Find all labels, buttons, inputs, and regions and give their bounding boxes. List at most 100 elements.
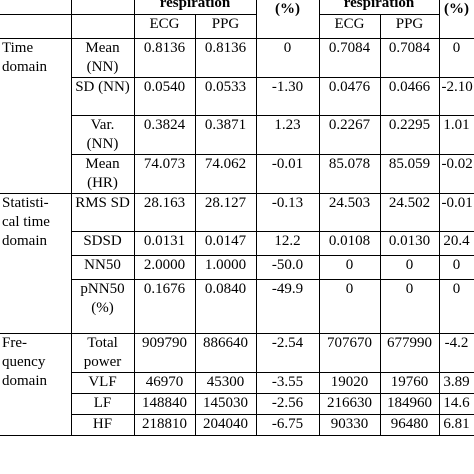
metric-label: RMS SD	[70, 193, 135, 232]
table-row: SD (NN) 0.0540 0.0533 -1.30 0.0476 0.046…	[0, 77, 474, 116]
table-row: SDSD 0.0131 0.0147 12.2 0.0108 0.0130 20…	[0, 231, 474, 256]
cell-value: -2.10	[438, 77, 474, 116]
cell-value: 24.503	[318, 193, 381, 232]
cell-value: -1.30	[255, 77, 320, 116]
cell-value: 707670	[318, 333, 381, 373]
group-time-domain: Time domain	[0, 38, 72, 194]
cell-value: 0.0147	[194, 231, 257, 256]
cell-value: 46970	[133, 372, 196, 394]
cell-value: 19020	[318, 372, 381, 394]
cell-value: -0.01	[438, 193, 474, 232]
header-row-2: ECG PPG ECG PPG	[0, 14, 474, 39]
table-row: Time domain Mean (NN) 0.8136 0.8136 0 0.…	[0, 38, 474, 194]
cell-value: 0.0533	[194, 77, 257, 116]
cell-value: 14.6	[438, 393, 474, 415]
cell-value: 0.2267	[318, 115, 381, 155]
cell-value: 96480	[379, 414, 440, 436]
cell-value: 0	[438, 255, 474, 280]
cell-value: 0.0108	[318, 231, 381, 256]
cell-value: 0.0130	[379, 231, 440, 256]
header-row-1: respiration (%) respiration (%)	[0, 0, 474, 39]
cell-value: -2.56	[255, 393, 320, 415]
cell-value: 0	[438, 279, 474, 334]
metric-label: Total power	[70, 333, 135, 373]
cell-value: 74.062	[194, 154, 257, 194]
cell-value: 1.01	[438, 115, 474, 155]
cell-value: 1.23	[255, 115, 320, 155]
cell-value: -4.2	[438, 333, 474, 373]
cell-value: 0.8136	[194, 38, 257, 78]
cell-value: 24.502	[379, 193, 440, 232]
ppg2-header: PPG	[379, 14, 440, 39]
cell-value: 677990	[379, 333, 440, 373]
cell-value: 0	[379, 255, 440, 280]
cell-value: 0.8136	[133, 38, 196, 78]
cell-value: 90330	[318, 414, 381, 436]
cell-value: 0.0466	[379, 77, 440, 116]
cell-value: -0.13	[255, 193, 320, 232]
cell-value: 85.059	[379, 154, 440, 194]
metric-label: NN50	[70, 255, 135, 280]
cell-value: -0.01	[255, 154, 320, 194]
cell-value: 0.3871	[194, 115, 257, 155]
table-row: LF 148840 145030 -2.56 216630 184960 14.…	[0, 393, 474, 415]
cell-value: 85.078	[318, 154, 381, 194]
table-row: Mean (HR) 74.073 74.062 -0.01 85.078 85.…	[0, 154, 474, 194]
cell-value: -49.9	[255, 279, 320, 334]
cell-value: 0	[255, 38, 320, 78]
cell-value: 0.7084	[379, 38, 440, 78]
cell-value: 0.3824	[133, 115, 196, 155]
cell-value: 145030	[194, 393, 257, 415]
cell-value: 1.0000	[194, 255, 257, 280]
cell-value: 0.7084	[318, 38, 381, 78]
cell-value: 6.81	[438, 414, 474, 436]
cell-value: 45300	[194, 372, 257, 394]
hrv-comparison-table: respiration (%) respiration (%) ECG PPG …	[0, 0, 474, 436]
cell-value: 19760	[379, 372, 440, 394]
cell-value: 204040	[194, 414, 257, 436]
cell-value: 0.2295	[379, 115, 440, 155]
group-frequency-domain: Fre- quency domain	[0, 333, 72, 436]
cell-value: 0.0840	[194, 279, 257, 334]
cell-value: 0.0131	[133, 231, 196, 256]
table-row: Var. (NN) 0.3824 0.3871 1.23 0.2267 0.22…	[0, 115, 474, 155]
metric-label: Mean (NN)	[70, 38, 135, 78]
cell-value: 0	[318, 279, 381, 334]
pct2-header: (%)	[438, 0, 474, 39]
cell-value: 0	[318, 255, 381, 280]
cell-value: 909790	[133, 333, 196, 373]
cell-value: 28.163	[133, 193, 196, 232]
cell-value: 0	[438, 38, 474, 78]
cell-value: -6.75	[255, 414, 320, 436]
ecg1-header: ECG	[133, 14, 196, 39]
cell-value: 148840	[133, 393, 196, 415]
cell-value: 0.1676	[133, 279, 196, 334]
ppg1-header: PPG	[194, 14, 257, 39]
metric-label: pNN50 (%)	[70, 279, 135, 334]
cell-value: 0	[379, 279, 440, 334]
table-row: NN50 2.0000 1.0000 -50.0 0 0 0	[0, 255, 474, 280]
cell-value: -2.54	[255, 333, 320, 373]
group2-header: respiration	[318, 0, 440, 15]
ecg2-header: ECG	[318, 14, 381, 39]
table-row: pNN50 (%) 0.1676 0.0840 -49.9 0 0 0	[0, 279, 474, 334]
table-row: VLF 46970 45300 -3.55 19020 19760 3.89	[0, 372, 474, 394]
cell-value: 12.2	[255, 231, 320, 256]
metric-label: Var. (NN)	[70, 115, 135, 155]
group-statistical-time-domain: Statisti- cal time domain	[0, 193, 72, 334]
cell-value: -50.0	[255, 255, 320, 280]
table-row: Statisti- cal time domain RMS SD 28.163 …	[0, 193, 474, 334]
cell-value: 28.127	[194, 193, 257, 232]
table-row: HF 218810 204040 -6.75 90330 96480 6.81	[0, 414, 474, 436]
cell-value: 0.0476	[318, 77, 381, 116]
cell-value: 218810	[133, 414, 196, 436]
metric-label: HF	[70, 414, 135, 436]
cell-value: 2.0000	[133, 255, 196, 280]
cell-value: 216630	[318, 393, 381, 415]
metric-label: SDSD	[70, 231, 135, 256]
cell-value: 3.89	[438, 372, 474, 394]
cell-value: 184960	[379, 393, 440, 415]
metric-label: Mean (HR)	[70, 154, 135, 194]
metric-label: SD (NN)	[70, 77, 135, 116]
cell-value: 20.4	[438, 231, 474, 256]
